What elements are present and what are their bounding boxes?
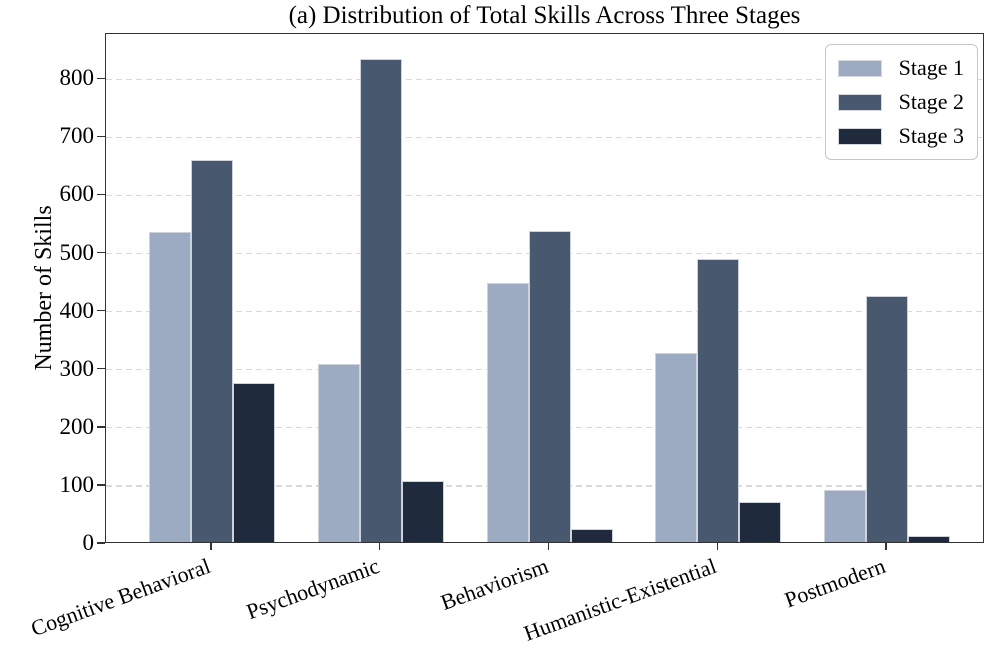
xtick-mark — [716, 543, 718, 550]
ytick-label-800: 800 — [59, 65, 95, 91]
gridline — [106, 78, 983, 80]
ytick-mark — [97, 77, 105, 79]
legend-swatch-stage-1 — [837, 59, 882, 77]
legend-label-stage-1: Stage 1 — [898, 55, 964, 80]
legend: Stage 1 Stage 2 Stage 3 — [824, 44, 978, 160]
xtick-label-postmodern: Postmodern — [781, 553, 889, 613]
bar-stage2-psychodynamic — [359, 58, 402, 542]
legend-row-stage-2: Stage 2 — [837, 89, 964, 114]
bar-stage2-humanistic-existential — [697, 259, 740, 542]
gridline — [106, 194, 983, 197]
chart-title: (a) Distribution of Total Skills Across … — [288, 2, 801, 29]
bar-stage2-postmodern — [866, 296, 908, 542]
bar-stage3-behaviorism — [570, 529, 613, 542]
ytick-mark — [97, 135, 105, 138]
ytick-label-500: 500 — [59, 239, 95, 265]
bar-stage1-psychodynamic — [317, 364, 360, 542]
y-axis-label: Number of Skills — [31, 205, 57, 371]
bar-stage3-cognitive-behavioral — [233, 382, 275, 542]
legend-swatch-stage-3 — [837, 127, 882, 145]
ytick-label-400: 400 — [59, 297, 95, 323]
bar-stage3-psychodynamic — [401, 480, 444, 542]
bar-stage3-postmodern — [908, 535, 950, 542]
gridline — [106, 136, 983, 138]
ytick-mark — [97, 542, 105, 544]
ytick-label-300: 300 — [59, 355, 95, 381]
ytick-mark — [97, 484, 105, 486]
bar-stage1-behaviorism — [486, 283, 529, 542]
bar-group-humanistic-existential — [655, 34, 782, 542]
ytick-label-0: 0 — [82, 530, 95, 555]
xtick-mark — [547, 543, 550, 550]
ytick-mark — [97, 368, 105, 370]
ytick-label-600: 600 — [59, 181, 95, 207]
ytick-label-200: 200 — [59, 413, 95, 439]
bar-stage1-cognitive-behavioral — [149, 232, 191, 542]
bar-stage1-humanistic-existential — [655, 353, 698, 542]
bar-stage3-humanistic-existential — [739, 501, 782, 542]
bar-stage2-cognitive-behavioral — [191, 159, 233, 542]
ytick-mark — [97, 193, 105, 196]
xtick-mark — [379, 543, 381, 550]
bar-group-postmodern — [824, 34, 950, 542]
ytick-mark — [97, 309, 105, 312]
ytick-label-700: 700 — [59, 123, 95, 149]
legend-row-stage-3: Stage 3 — [837, 123, 964, 148]
xtick-mark — [885, 543, 887, 550]
ytick-label-100: 100 — [59, 471, 95, 497]
legend-label-stage-2: Stage 2 — [898, 89, 964, 114]
bar-stage1-postmodern — [824, 489, 866, 542]
xtick-mark — [210, 543, 212, 550]
ytick-mark — [97, 426, 105, 428]
bar-group-behaviorism — [486, 34, 613, 542]
bar-group-psychodynamic — [317, 34, 444, 542]
legend-row-stage-1: Stage 1 — [837, 55, 964, 80]
bar-group-cognitive-behavioral — [149, 34, 275, 542]
bar-stage2-behaviorism — [528, 231, 571, 542]
legend-label-stage-3: Stage 3 — [898, 123, 964, 148]
ytick-mark — [97, 251, 105, 254]
legend-swatch-stage-2 — [837, 93, 882, 111]
plot-area: Stage 1 Stage 2 Stage 3 — [105, 33, 984, 543]
